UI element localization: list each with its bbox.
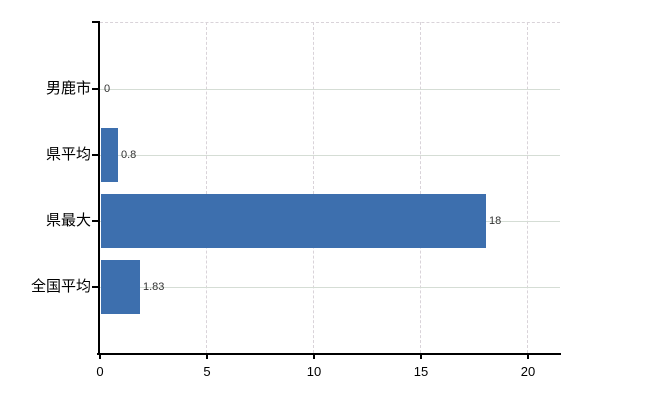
category-label: 県最大 — [45, 212, 91, 229]
value-label: 0 — [104, 83, 111, 95]
y-axis-top-tick — [92, 21, 100, 23]
y-axis-tick — [92, 220, 100, 222]
category-label: 全国平均 — [30, 278, 91, 295]
v-gridline — [527, 22, 528, 353]
bar — [101, 260, 140, 314]
x-axis-tick — [206, 353, 208, 359]
h-gridline — [100, 287, 560, 288]
plot-top-border — [100, 22, 560, 23]
y-axis-tick — [92, 154, 100, 156]
x-axis-line — [97, 353, 561, 355]
x-tick-label: 15 — [413, 364, 429, 379]
v-gridline — [206, 22, 207, 353]
h-gridline — [100, 89, 560, 90]
x-tick-label: 20 — [520, 364, 536, 379]
h-gridline — [100, 155, 560, 156]
y-axis-line — [98, 22, 100, 355]
x-axis-tick — [99, 353, 101, 359]
value-label: 1.83 — [143, 281, 165, 293]
x-axis-tick — [313, 353, 315, 359]
y-axis-tick — [92, 286, 100, 288]
x-tick-label: 5 — [203, 364, 211, 379]
bar — [101, 128, 118, 182]
category-label: 県平均 — [45, 146, 91, 163]
x-axis-tick — [527, 353, 529, 359]
value-label: 0.8 — [121, 149, 137, 161]
v-gridline — [420, 22, 421, 353]
bar — [101, 194, 486, 248]
v-gridline — [313, 22, 314, 353]
category-label: 男鹿市 — [45, 80, 91, 97]
x-axis-tick — [420, 353, 422, 359]
x-tick-label: 10 — [306, 364, 322, 379]
x-tick-label: 0 — [96, 364, 104, 379]
y-axis-tick — [92, 88, 100, 90]
value-label: 18 — [489, 215, 502, 227]
